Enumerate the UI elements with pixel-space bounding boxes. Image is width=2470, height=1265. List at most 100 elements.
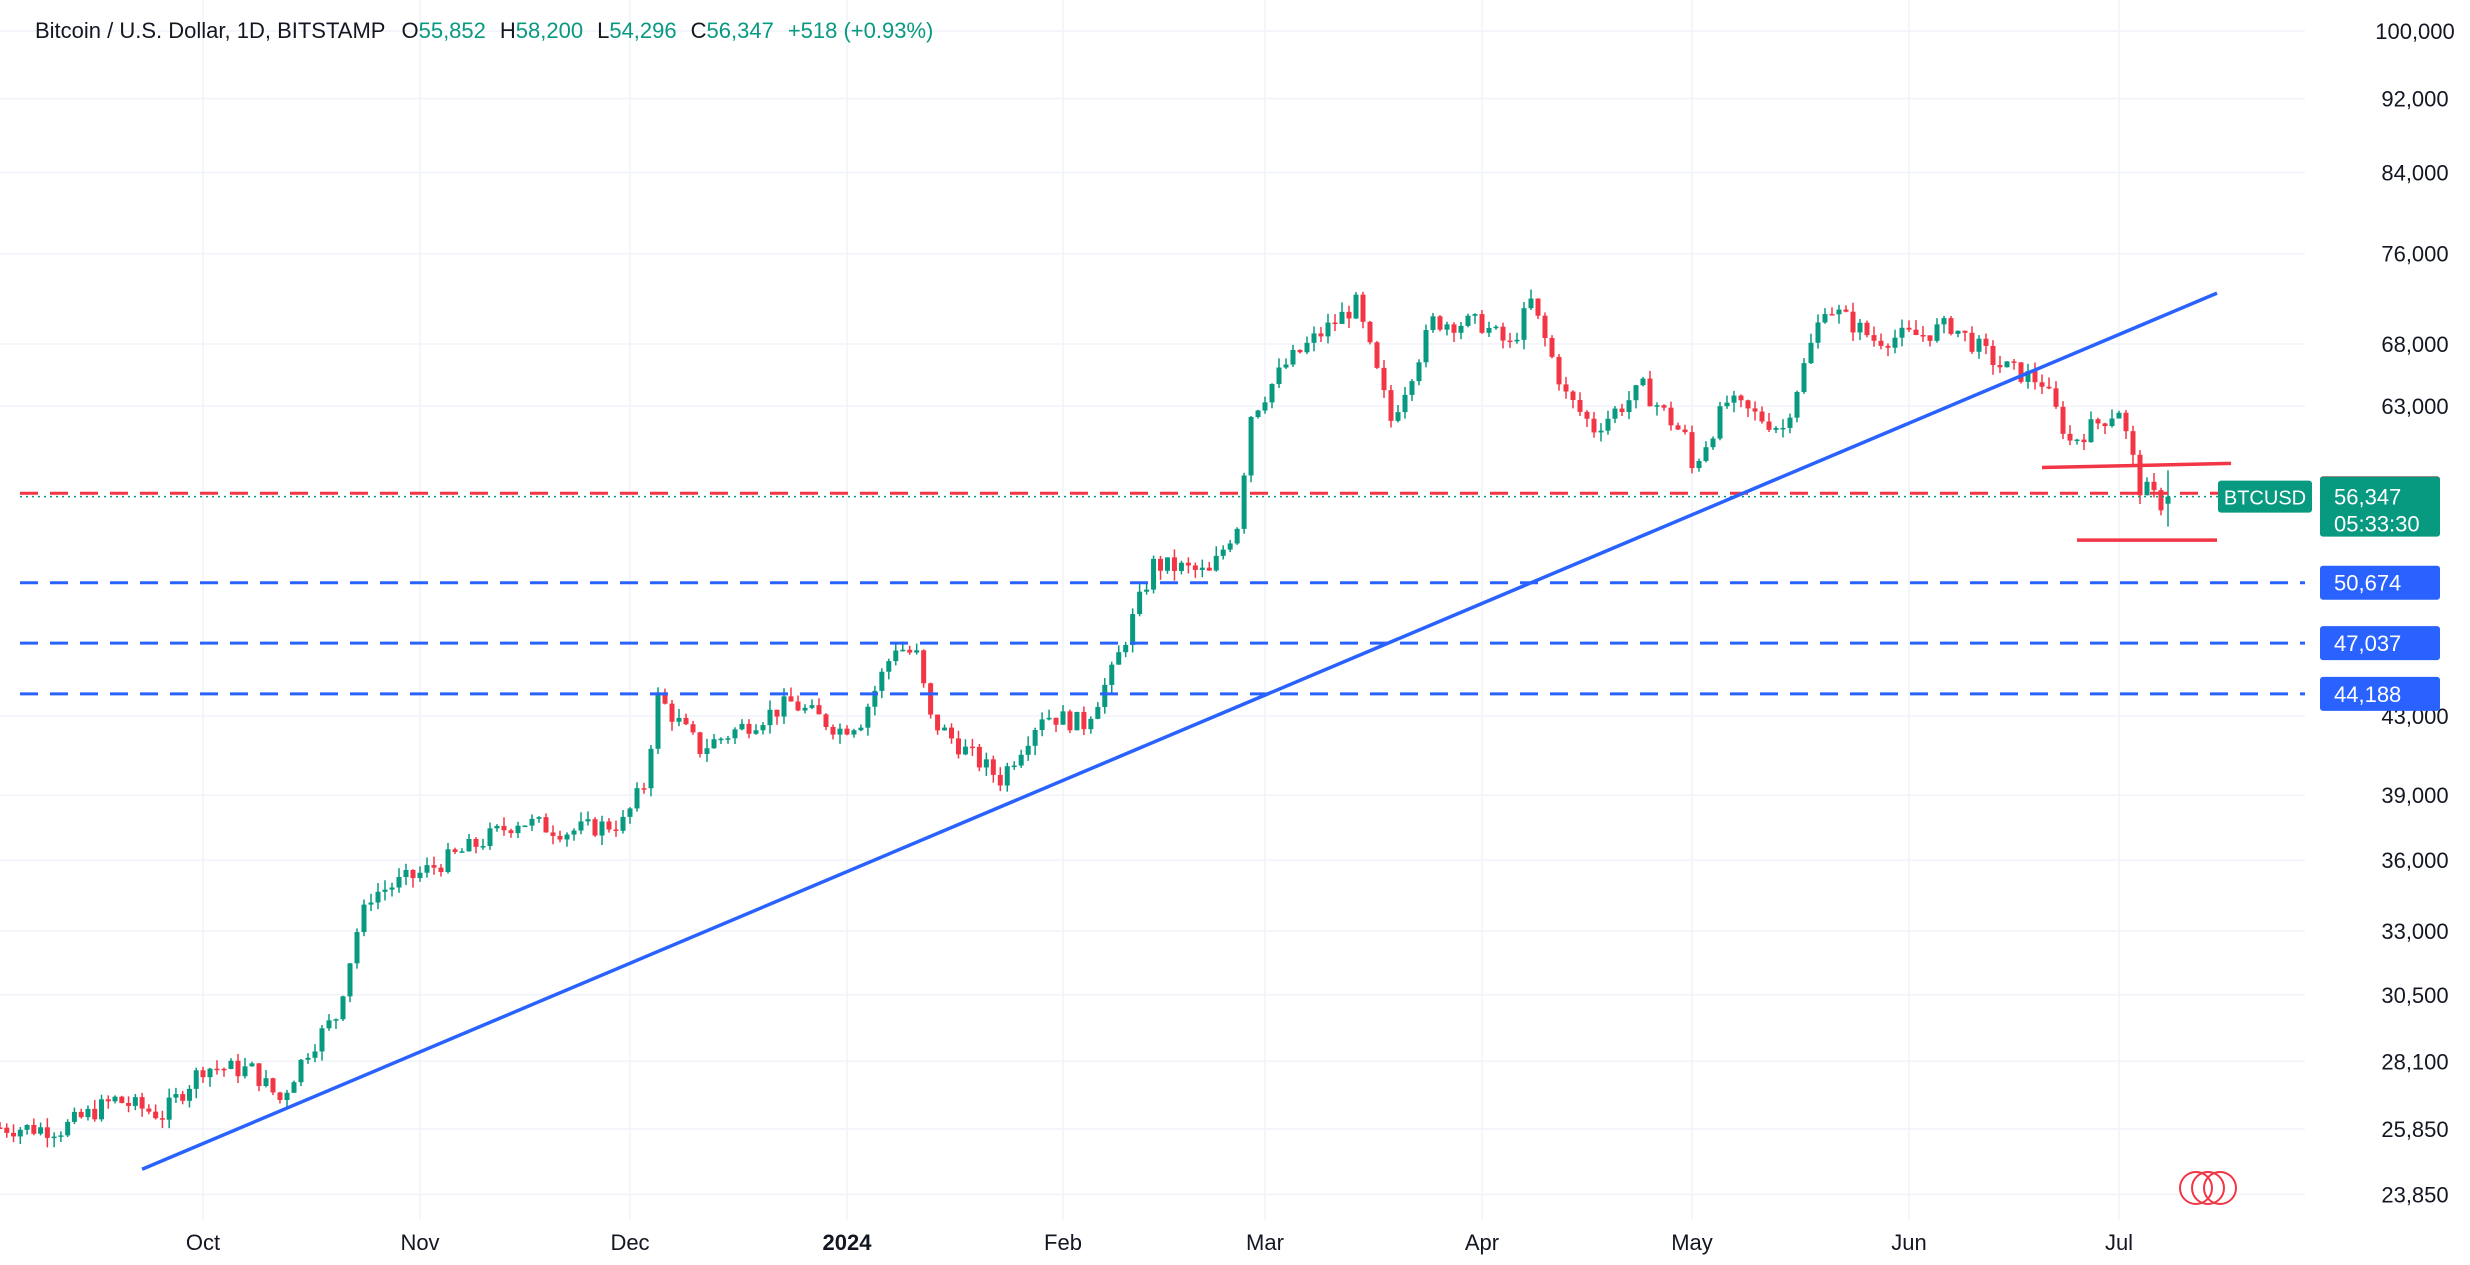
candle-body [760, 725, 766, 731]
last-price-label [2320, 476, 2440, 537]
level-price-value: 47,037 [2334, 631, 2401, 656]
time-tick-label: Oct [186, 1230, 220, 1255]
economic-event-icon[interactable] [2179, 1171, 2213, 1205]
candle-body [983, 759, 989, 768]
candle-body [928, 683, 934, 715]
candle-body [1766, 421, 1772, 430]
candle-body [1542, 315, 1548, 338]
candle-body [1696, 460, 1702, 469]
candle-body [459, 851, 465, 853]
candle-body [1591, 418, 1597, 433]
candle-body [1102, 684, 1108, 707]
candle-body [1556, 356, 1562, 385]
candle-body [1151, 558, 1157, 590]
time-tick-label: Mar [1246, 1230, 1284, 1255]
candle-body [816, 705, 822, 715]
candle-body [872, 690, 878, 707]
close-label: C [690, 18, 707, 43]
candle-body [2011, 361, 2017, 363]
candle-body [126, 1102, 132, 1106]
economic-event-icon[interactable] [2203, 1171, 2237, 1205]
candle-body [795, 701, 801, 711]
candle-body [753, 730, 759, 734]
candle-body [1633, 385, 1639, 401]
high-label: H [499, 18, 516, 43]
candle-body [1248, 417, 1254, 476]
candle-body [1339, 311, 1345, 324]
candle-body [1759, 411, 1765, 422]
candle-body [1549, 337, 1555, 357]
candle-body [2165, 496, 2171, 504]
candle-body [1192, 565, 1198, 570]
candle-body [1577, 399, 1583, 412]
candle-body [146, 1108, 152, 1112]
candle-body [139, 1097, 145, 1109]
candle-body [284, 1092, 290, 1100]
candle-body [1472, 314, 1478, 316]
candle-body [1171, 557, 1177, 572]
candle-body [865, 706, 871, 728]
candle-body [746, 723, 752, 734]
trendline[interactable] [141, 291, 2218, 1171]
candle-body [1486, 327, 1492, 333]
candle-body [550, 832, 556, 836]
candle-body [1032, 730, 1038, 746]
candle-body [2018, 362, 2024, 382]
time-tick-label: 2024 [823, 1230, 873, 1255]
candle-body [438, 867, 444, 873]
candle-body [2158, 490, 2164, 511]
candle-body [1955, 330, 1961, 334]
candle-body [305, 1057, 311, 1060]
price-tick-label: 100,000 [2375, 19, 2455, 44]
candle-body [571, 830, 577, 835]
drawn-segment[interactable] [2041, 461, 2232, 470]
candle-body [1353, 294, 1359, 319]
candle-body [1661, 405, 1667, 408]
candle-body [1269, 384, 1275, 403]
candle-body [298, 1059, 304, 1083]
candle-body [1689, 432, 1695, 469]
candle-body [1710, 438, 1716, 448]
candle-body [173, 1094, 179, 1098]
candle-body [1528, 298, 1534, 309]
candle-body [256, 1063, 262, 1086]
low-label: L [597, 18, 610, 43]
price-tick-label: 76,000 [2381, 242, 2448, 267]
candle-body [1626, 400, 1632, 412]
candle-body [1416, 362, 1422, 382]
candle-body [1941, 318, 1947, 325]
candle-body [662, 692, 668, 704]
candle-body [340, 996, 346, 1020]
candle-body [1976, 338, 1982, 352]
candle-body [1283, 364, 1289, 368]
candle-body [1095, 706, 1101, 719]
candle-body [473, 838, 479, 847]
price-tick-label: 30,500 [2381, 983, 2448, 1008]
symbol-tag [2218, 480, 2312, 513]
candle-body [935, 714, 941, 731]
price-tick-label: 63,000 [2381, 394, 2448, 419]
candle-body [1123, 644, 1129, 653]
candle-body [697, 732, 703, 754]
candle-body [159, 1118, 165, 1120]
candle-body [711, 739, 717, 749]
symbol-title[interactable]: Bitcoin / U.S. Dollar, 1D, BITSTAMP [35, 18, 386, 43]
candle-body [153, 1111, 159, 1119]
level-price-label [2320, 565, 2440, 600]
candle-body [1130, 614, 1136, 645]
candle-body [781, 696, 787, 717]
candle-body [2109, 418, 2115, 427]
candle-body [1794, 392, 1800, 418]
candle-body [180, 1094, 186, 1101]
economic-event-icon[interactable] [2191, 1171, 2225, 1205]
candle-body [858, 727, 864, 731]
candle-body [557, 835, 563, 840]
candle-body [112, 1096, 118, 1102]
candle-body [1906, 327, 1912, 330]
candle-body [4, 1127, 10, 1133]
time-tick-label: Jun [1891, 1230, 1926, 1255]
candle-body [382, 889, 388, 892]
candle-body [830, 726, 836, 735]
candle-body [1752, 408, 1758, 412]
